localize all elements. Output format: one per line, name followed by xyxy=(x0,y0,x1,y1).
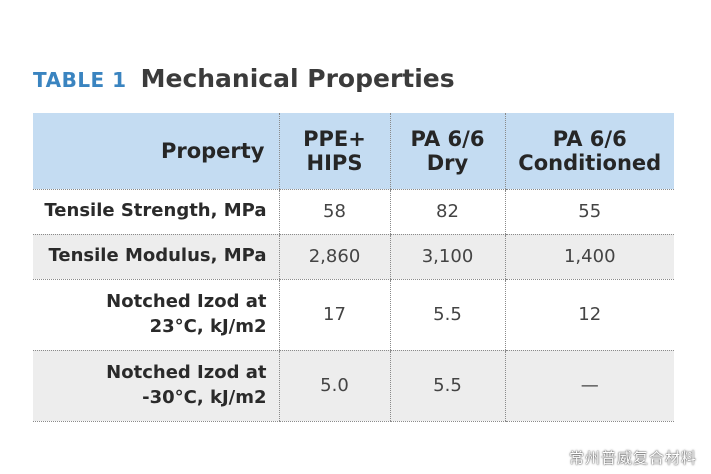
table-row: Notched Izod at -30°C, kJ/m2 5.0 5.5 — xyxy=(33,350,674,422)
cell-ppe-hips: 5.0 xyxy=(278,350,390,422)
property-line: Tensile Strength, MPa xyxy=(44,200,267,222)
cell-pa66-conditioned: 55 xyxy=(504,189,674,235)
header-line: Conditioned xyxy=(518,150,662,175)
cell-pa66-dry: 5.5 xyxy=(389,279,505,351)
table-label: TABLE 1 xyxy=(33,68,127,92)
cell-pa66-conditioned: 12 xyxy=(504,279,674,351)
cell-ppe-hips: 17 xyxy=(278,279,390,351)
cell-pa66-dry: 5.5 xyxy=(389,350,505,422)
header-line: PA 6/6 xyxy=(410,126,485,151)
watermark-text: 常州普威复合材料 xyxy=(568,449,697,467)
table-caption: TABLE 1 Mechanical Properties xyxy=(33,64,455,100)
cell-ppe-hips: 2,860 xyxy=(278,234,390,280)
table-row: Tensile Modulus, MPa 2,860 3,100 1,400 xyxy=(33,234,674,280)
cell-pa66-dry: 3,100 xyxy=(389,234,505,280)
property-line: -30°C, kJ/m2 xyxy=(142,386,267,408)
header-line: PA 6/6 xyxy=(552,126,627,151)
row-property: Notched Izod at -30°C, kJ/m2 xyxy=(33,350,279,422)
cell-pa66-dry: 82 xyxy=(389,189,505,235)
property-line: 23°C, kJ/m2 xyxy=(149,315,267,337)
cell-pa66-conditioned: 1,400 xyxy=(504,234,674,280)
properties-table: Property PPE+ HIPS PA 6/6 Dry PA 6/6 Con… xyxy=(33,113,674,422)
header-ppe-hips: PPE+ HIPS xyxy=(278,113,390,190)
cell-pa66-conditioned: — xyxy=(504,350,674,422)
header-row: Property PPE+ HIPS PA 6/6 Dry PA 6/6 Con… xyxy=(33,113,674,190)
header-pa66-conditioned: PA 6/6 Conditioned xyxy=(504,113,674,190)
property-line: Notched Izod at xyxy=(106,291,267,313)
table-row: Tensile Strength, MPa 58 82 55 xyxy=(33,189,674,235)
row-property: Tensile Modulus, MPa xyxy=(33,234,279,280)
table-row: Notched Izod at 23°C, kJ/m2 17 5.5 12 xyxy=(33,279,674,351)
header-line: Property xyxy=(160,138,265,163)
row-property: Notched Izod at 23°C, kJ/m2 xyxy=(33,279,279,351)
header-line: HIPS xyxy=(306,150,363,175)
header-line: PPE+ xyxy=(303,126,366,151)
row-property: Tensile Strength, MPa xyxy=(33,189,279,235)
header-pa66-dry: PA 6/6 Dry xyxy=(389,113,505,190)
property-line: Notched Izod at xyxy=(106,362,267,384)
property-line: Tensile Modulus, MPa xyxy=(48,245,267,267)
header-property: Property xyxy=(33,113,279,190)
cell-ppe-hips: 58 xyxy=(278,189,390,235)
header-line: Dry xyxy=(426,150,469,175)
table-title: Mechanical Properties xyxy=(140,64,455,93)
